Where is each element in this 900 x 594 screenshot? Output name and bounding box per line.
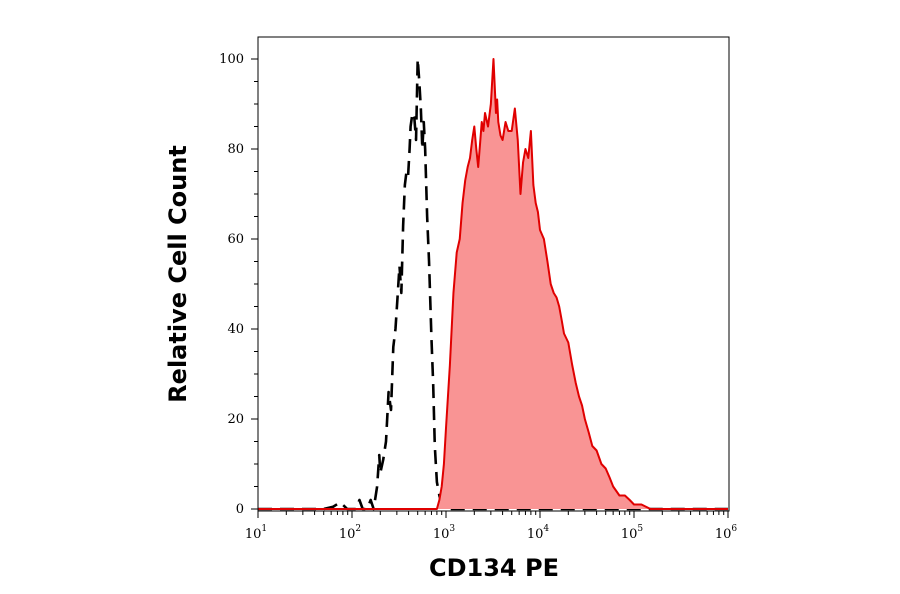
x-tick-base: 10 [433,527,450,542]
x-tick-label: 104 [527,524,550,542]
y-tick-label: 100 [219,52,244,67]
series-1-line [258,58,728,510]
x-tick-exponent: 6 [731,524,737,534]
x-tick-base: 10 [245,527,262,542]
plot-frame [257,36,730,512]
y-axis-title: Relative Cell Count [164,145,192,403]
y-axis: 0 20 40 60 80 100 [219,52,258,517]
y-tick-label: 0 [236,502,244,517]
x-axis: 101 102 103 104 105 106 [245,511,738,542]
series-layer [258,57,728,511]
x-tick-base: 10 [715,527,732,542]
y-tick-label: 60 [227,232,244,247]
y-tick-label: 40 [227,322,244,337]
x-tick-label: 105 [621,524,644,542]
x-tick-label: 101 [245,524,267,542]
x-tick-label: 103 [433,524,456,542]
x-tick-exponent: 4 [543,524,549,534]
series-1-area [258,59,728,509]
x-tick-base: 10 [339,527,356,542]
x-tick-exponent: 2 [355,524,361,534]
x-axis-title: CD134 PE [429,554,559,582]
x-tick-label: 102 [339,524,361,542]
x-tick-exponent: 5 [637,524,643,534]
x-tick-base: 10 [621,527,638,542]
x-tick-exponent: 1 [261,524,267,534]
x-tick-exponent: 3 [449,524,455,534]
y-tick-label: 20 [227,412,244,427]
x-tick-base: 10 [527,527,544,542]
x-tick-label: 106 [715,524,738,542]
y-tick-label: 80 [227,142,244,157]
